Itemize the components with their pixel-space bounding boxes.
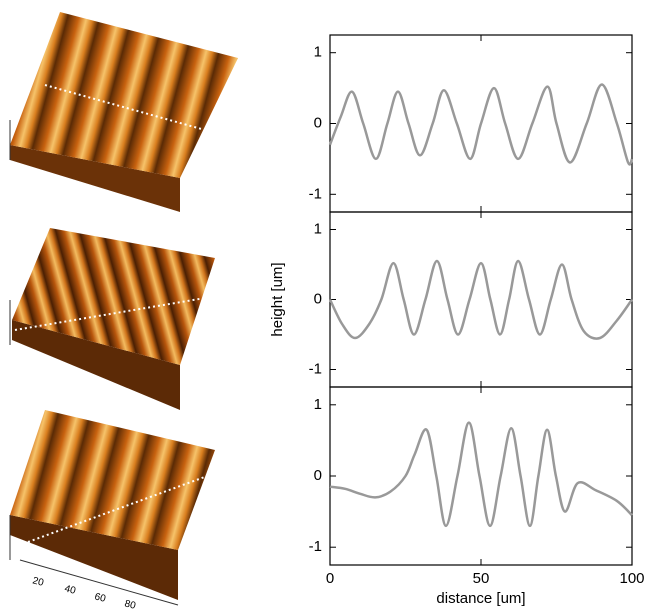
y-tick-label: -1 [309, 185, 322, 202]
y-tick-label: -1 [309, 360, 322, 377]
y-tick-label: 0 [314, 290, 322, 307]
y-axis-label: height [um] [269, 262, 286, 336]
afm-image-2 [9, 228, 215, 410]
y-tick-label: 1 [314, 220, 322, 237]
y-tick-label: 1 [314, 44, 322, 61]
afm-image-3 [9, 410, 215, 606]
afm-tick-label: 40 [63, 583, 77, 597]
plot-frame [329, 211, 633, 388]
x-tick-label: 50 [473, 570, 490, 587]
profile-line [328, 83, 634, 166]
x-tick-label: 0 [326, 570, 334, 587]
afm-image-1 [9, 12, 238, 212]
y-tick-label: -1 [309, 538, 322, 555]
profile-line [328, 259, 634, 340]
y-tick-label: 1 [314, 396, 322, 413]
x-axis-label: distance [um] [436, 590, 525, 607]
afm-tick-label: 20 [31, 575, 45, 589]
y-tick-label: 0 [314, 467, 322, 484]
plot-frame [329, 386, 633, 566]
afm-tick-label: 80 [123, 598, 137, 610]
profile-line [329, 421, 633, 528]
y-tick-label: 0 [314, 114, 322, 131]
x-tick-label: 100 [619, 570, 644, 587]
afm-tick-label: 60 [93, 591, 107, 605]
